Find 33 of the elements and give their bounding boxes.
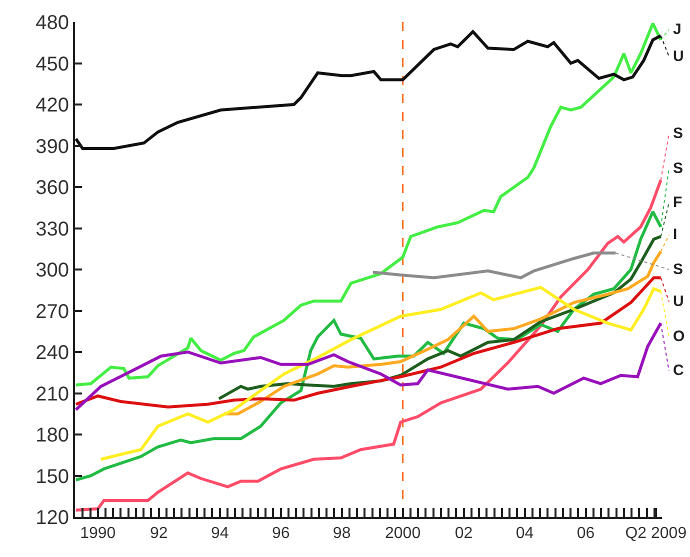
- legend-label: U: [673, 48, 684, 65]
- legend-label: S: [673, 261, 684, 278]
- series-label: U: [673, 293, 684, 310]
- y-tick-label: 450: [36, 53, 69, 76]
- legend-label: J: [673, 21, 682, 38]
- y-tick-label: 330: [36, 218, 69, 240]
- y-tick-label: 300: [36, 260, 69, 282]
- x-tick-label: 2000: [385, 525, 421, 542]
- text: S: [673, 125, 684, 142]
- y-tick-label: 180: [36, 424, 69, 446]
- x-tick-label: 96: [272, 525, 290, 542]
- y-tick-label: 210: [36, 383, 69, 406]
- x-tick-label: 06: [576, 525, 595, 542]
- y-tick-label: 120: [36, 507, 69, 529]
- series-label: C: [673, 362, 684, 379]
- series-label: F: [673, 194, 682, 211]
- text: S: [673, 160, 684, 177]
- x-tick-label: 1990: [80, 525, 116, 542]
- y-tick-label: 420: [36, 94, 69, 116]
- x-tick-label: 02: [454, 525, 473, 542]
- text: O: [673, 328, 685, 345]
- y-tick-label: 150: [36, 466, 69, 488]
- y-tick-label: 270: [36, 300, 69, 323]
- y-tick-label: 480: [36, 12, 69, 34]
- x-tick-label: 98: [332, 525, 351, 542]
- y-tick-label: 240: [36, 342, 69, 364]
- y-tick-label: 360: [36, 177, 69, 199]
- y-tick-label: 390: [36, 136, 69, 158]
- x-tick-label: 92: [150, 525, 168, 542]
- legend-label: I: [673, 226, 678, 243]
- x-tick-label: 94: [210, 525, 229, 542]
- x-tick-label: 04: [516, 525, 534, 542]
- x-tick-label: Q2 2009: [625, 525, 687, 542]
